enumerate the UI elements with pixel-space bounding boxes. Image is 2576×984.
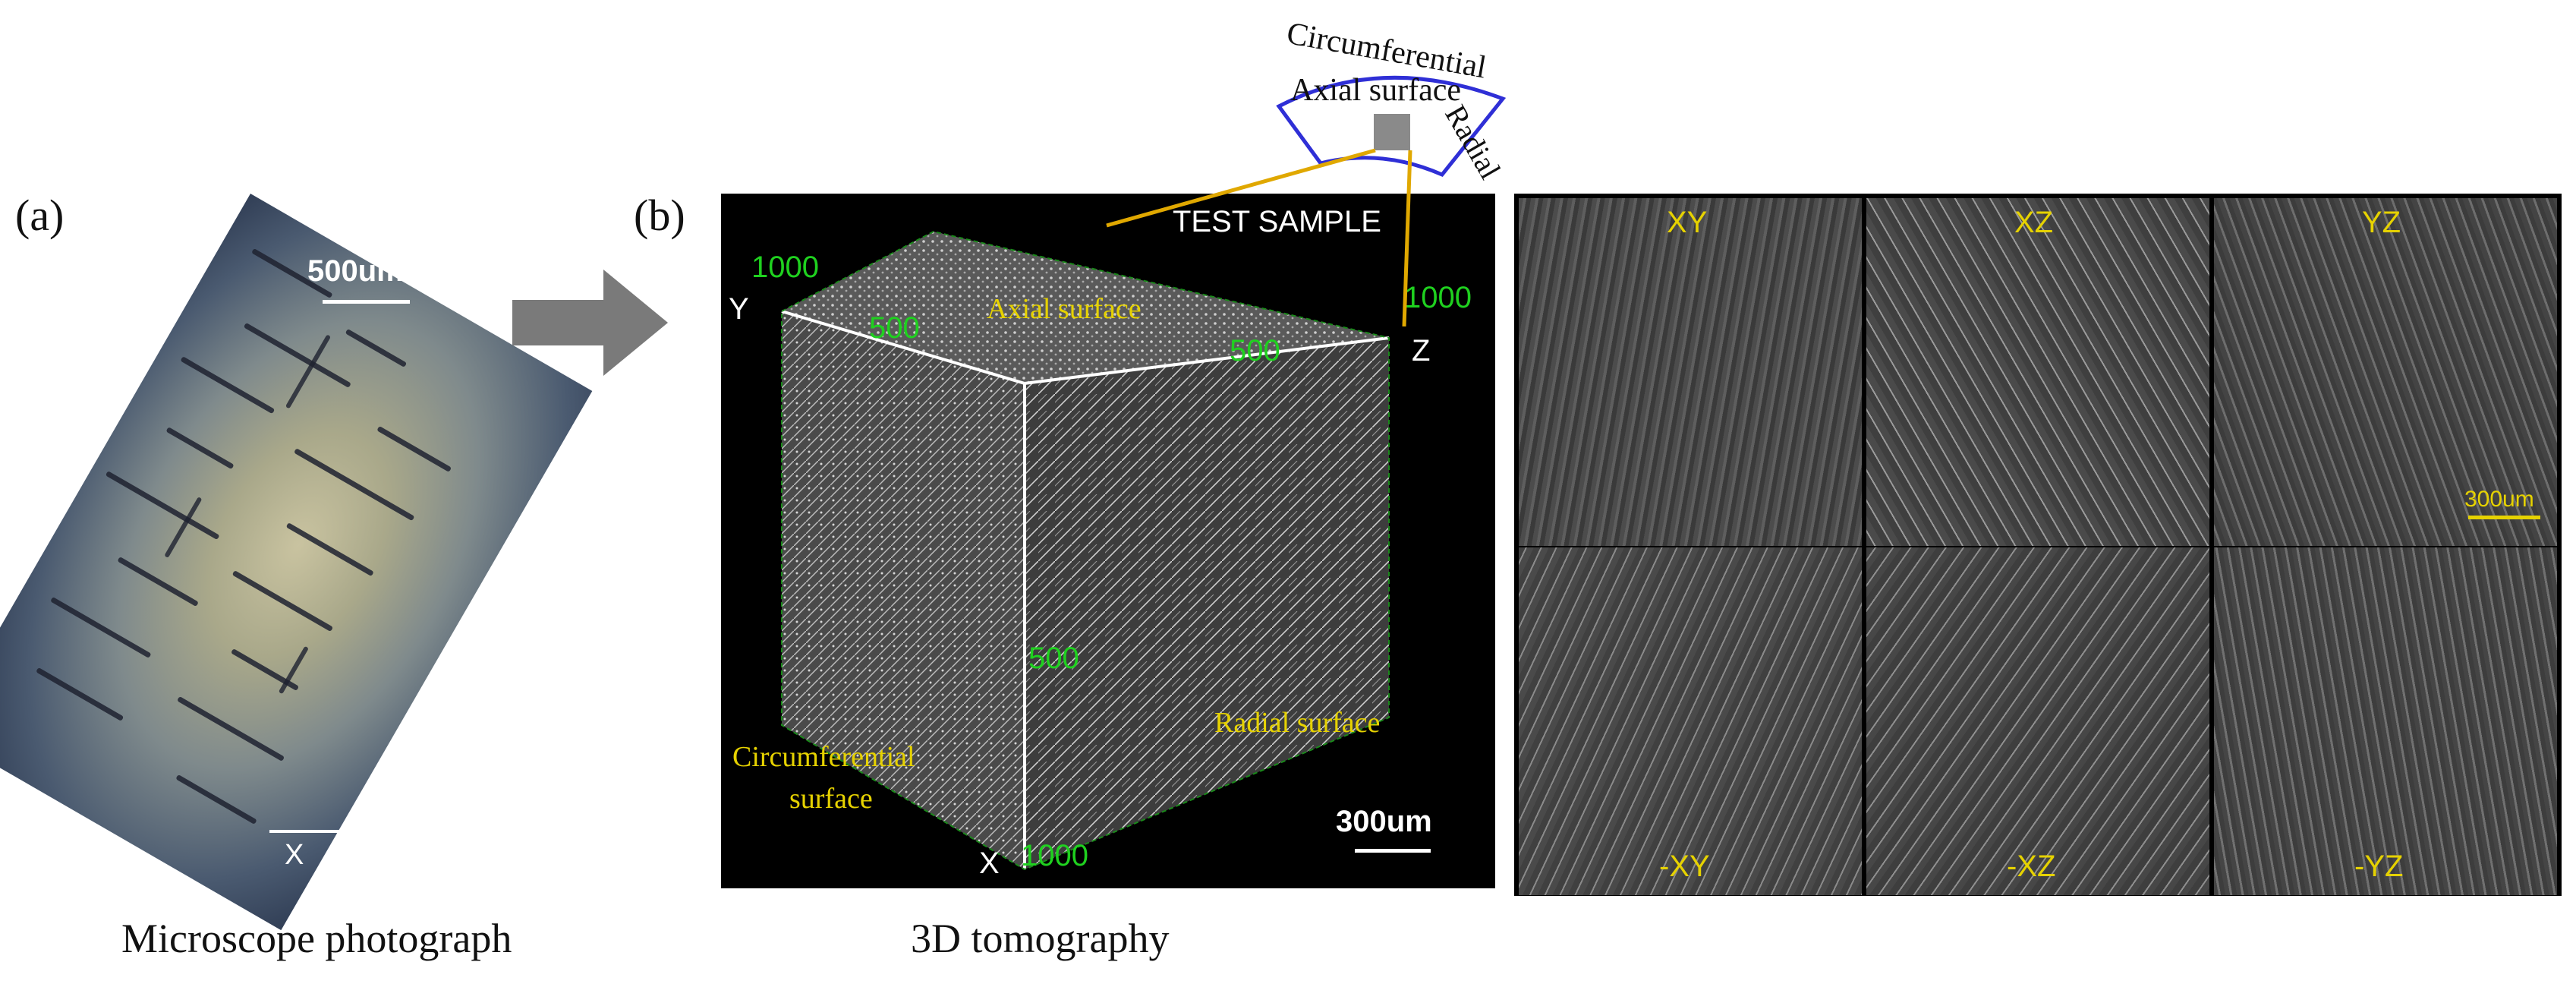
slice-grid: XY XZ YZ 300um -XY -XZ -YZ: [1514, 194, 2562, 896]
sample-sector-diagram: [1106, 75, 1507, 326]
cube-axis-x: X: [979, 847, 1000, 880]
slice-label-xy: XY: [1667, 206, 1708, 239]
cube-tick-500-left: 500: [869, 311, 920, 345]
cube-right-face: [1025, 338, 1389, 869]
slice-label-neg-xz: -XZ: [2007, 850, 2056, 883]
photo-x-arrow-icon: [269, 825, 389, 838]
cube-front-face: [782, 311, 1025, 869]
panel-b-caption: 3D tomography: [911, 916, 1170, 961]
cube-axis-y: Y: [729, 292, 749, 326]
panel-a-label: (a): [15, 191, 65, 240]
slice-panel-xz: XZ: [1866, 198, 2209, 546]
cube-scale-bar: [1355, 849, 1431, 853]
tomography-cube: [781, 230, 1390, 871]
slice-label-yz: YZ: [2362, 206, 2401, 239]
inset-axial-label: Axial surface: [1290, 73, 1462, 108]
cube-axis-z: Z: [1412, 334, 1431, 367]
cube-scale-label: 300um: [1336, 805, 1432, 838]
slice-scale-label: 300um: [2464, 487, 2534, 512]
slice-panel-neg-xz: -XZ: [1866, 547, 2209, 895]
slice-panel-neg-yz: -YZ: [2214, 547, 2557, 895]
axial-surface-label: Axial surface: [987, 293, 1142, 325]
cube-tick-500-right: 500: [1230, 334, 1280, 367]
panel-b-label: (b): [634, 191, 685, 240]
circumferential-surface-label-line2: surface: [789, 783, 873, 815]
right-arrow-icon: [512, 270, 668, 376]
radial-surface-label: Radial surface: [1214, 707, 1381, 739]
photo-scale-label: 500um: [307, 254, 404, 288]
cube-tick-1000-top: 1000: [751, 251, 819, 284]
slice-label-neg-yz: -YZ: [2354, 850, 2404, 883]
slice-label-xz: XZ: [2014, 206, 2054, 239]
photo-scale-bar: [323, 300, 410, 304]
slice-panel-neg-xy: -XY: [1519, 547, 1862, 895]
panel-a-caption: Microscope photograph: [121, 916, 512, 961]
cube-tick-1000-bottom: 1000: [1021, 839, 1088, 872]
sample-title: TEST SAMPLE: [1173, 205, 1381, 238]
circumferential-surface-label-line1: Circumferential: [732, 741, 915, 773]
cube-tick-1000-right: 1000: [1404, 281, 1472, 314]
cube-tick-500-front: 500: [1028, 642, 1079, 675]
photo-x-label: X: [285, 839, 304, 871]
slice-panel-yz: YZ 300um: [2214, 198, 2557, 546]
slice-label-neg-xy: -XY: [1659, 850, 1710, 883]
slice-scale-bar: [2468, 516, 2540, 519]
slice-panel-xy: XY: [1519, 198, 1862, 546]
